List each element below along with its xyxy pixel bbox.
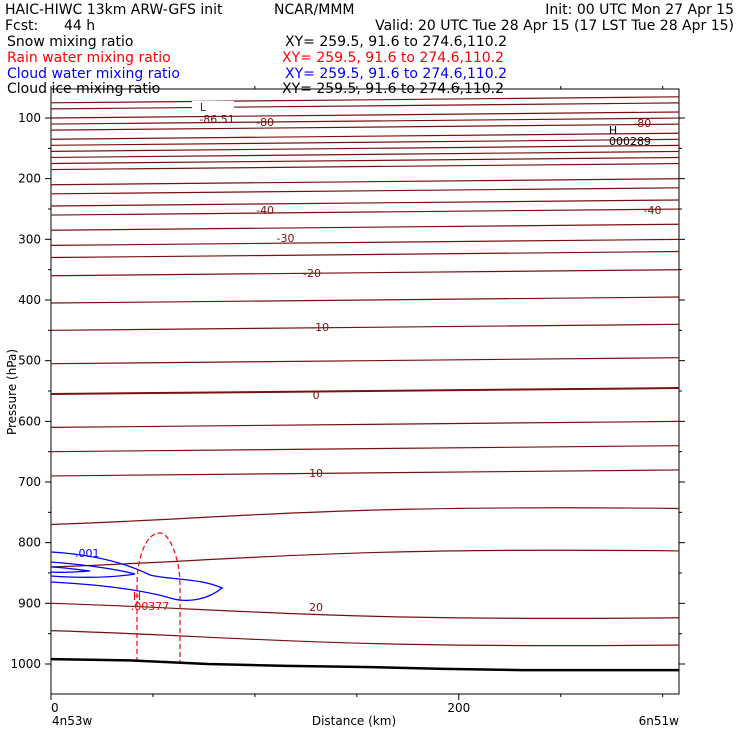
isotherm-label: -20 [303,267,321,280]
y-tick-label: 800 [18,536,41,550]
x-axis: 0 200 [50,86,664,715]
isotherm-line [50,199,680,207]
isotherm-line [50,296,680,304]
extremum-type: H [609,124,617,137]
x-tick-label: 0 [51,701,59,715]
isotherm-line [50,323,680,331]
isotherm-line [50,238,680,246]
isotherm-label: 10 [309,467,323,480]
isotherm-line [50,469,680,477]
isotherm-line [50,549,680,568]
x-tick-label: 200 [447,701,470,715]
isotherm-label: -30 [276,232,294,245]
org-label: NCAR/MMM [274,2,355,18]
isotherm-line [50,269,680,277]
fcst-label: Fcst: [5,18,38,34]
x-left-endpoint: 4n53w [52,714,93,728]
isotherm-line [50,111,680,119]
field-name-cloud-water: Cloud water mixing ratio [7,66,180,82]
isotherm-line [50,387,680,396]
isotherm-line [50,138,680,146]
cloud-water-contour [50,566,91,574]
cloud-water-contour [50,551,224,602]
field-xy-snow: XY= 259.5, 91.6 to 274.6,110.2 [285,34,507,50]
cloud-water-label: .001 [75,547,100,560]
rain-water-contour [136,532,181,662]
y-tick-label: 900 [18,596,41,610]
extremum-value: 000289 [609,135,651,148]
model-title: HAIC-HIWC 13km ARW-GFS init [5,2,223,18]
y-tick-label: 300 [18,232,41,246]
isotherm-label: 0 [313,389,320,402]
isotherm-label: -40 [256,204,274,217]
isotherm-line [50,445,680,453]
cloud-water-contour [50,561,136,578]
field-name-rain: Rain water mixing ratio [7,50,171,66]
fcst-value: 44 h [64,18,95,34]
isotherm-line [50,420,680,428]
isotherm-line [50,250,680,259]
extremum-type: L [200,101,207,114]
extremum-value: -86.51 [199,113,234,126]
isotherm-line [50,132,680,140]
temperature-isotherms [50,96,680,647]
isotherm-label: -80 [633,117,651,130]
y-tick-label: 700 [18,475,41,489]
isotherm-label: -80 [256,116,274,129]
terrain-line [50,657,679,672]
init-time: Init: 00 UTC Mon 27 Apr 15 [545,2,734,18]
y-axis-label: Pressure (hPa) [5,349,19,435]
x-right-endpoint: 6n51w [639,714,680,728]
isotherm-line [50,96,680,104]
isotherm-line [50,630,680,647]
terrain-line [50,657,679,672]
isotherm-line [50,102,680,110]
x-axis-label: Distance (km) [312,714,396,728]
y-tick-label: 100 [18,111,41,125]
y-tick-label: 1000 [10,657,41,671]
field-name-snow: Snow mixing ratio [7,34,133,50]
extremum-type: H [133,590,141,603]
valid-time: Valid: 20 UTC Tue 28 Apr 15 (17 LST Tue … [375,18,734,34]
isotherm-label: 20 [309,601,323,614]
y-tick-label: 600 [18,414,41,428]
isotherm-line [50,156,680,165]
isotherm-line [50,178,680,186]
y-tick-label: 200 [18,172,41,186]
label-mask [192,101,234,111]
isotherm-line [50,208,680,216]
y-tick-label: 500 [18,354,41,368]
field-xy-cloud-water: XY= 259.5, 91.6 to 274.6,110.2 [285,66,507,82]
y-tick-label: 400 [18,293,41,307]
cloud-water-contours: .001 [50,547,224,602]
isotherm-line [50,187,680,195]
rain-water-contours [136,532,181,662]
isotherm-line [50,223,680,231]
isotherm-line [50,144,680,152]
isotherm-line [50,150,680,159]
isotherm-line [50,123,680,131]
isotherm-label: -40 [644,204,662,217]
isotherm-line [50,507,680,526]
isotherm-line [50,162,680,171]
isotherm-line [50,602,680,619]
isotherm-label: -10 [311,321,329,334]
isotherm-line [50,357,680,365]
field-xy-rain: XY= 259.5, 91.6 to 274.6,110.2 [282,50,504,66]
extremum-value: .00377 [131,600,170,613]
temperature-labels: -80 -80 -40 -40 -30 -20 -10 0 10 20 [256,116,661,614]
isotherm-line [50,117,680,125]
